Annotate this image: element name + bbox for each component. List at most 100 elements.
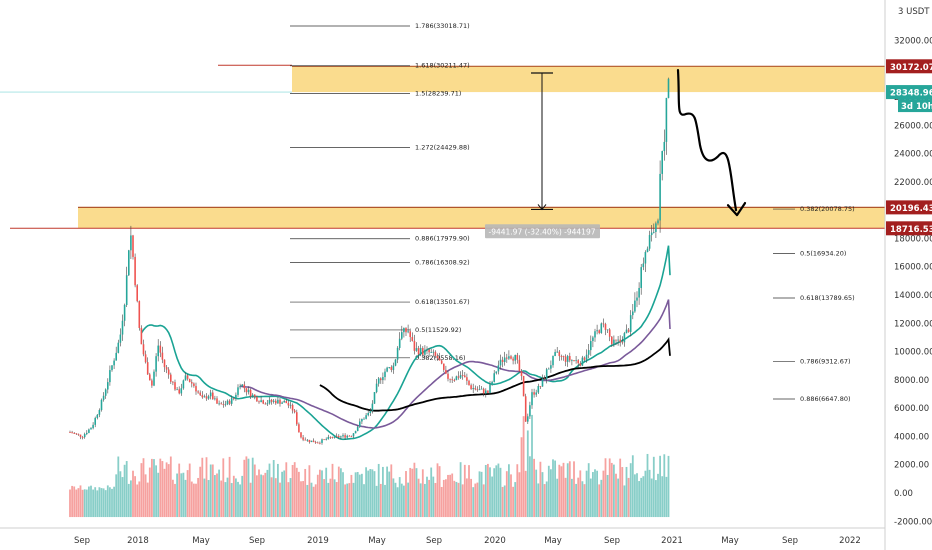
- volume-bar: [312, 486, 315, 518]
- volume-bar: [638, 481, 640, 518]
- candle-body: [178, 389, 180, 394]
- candle-body: [136, 285, 138, 302]
- candle-body: [373, 392, 376, 404]
- volume-bar: [285, 462, 288, 518]
- volume-bar: [237, 481, 239, 518]
- candle-body: [247, 389, 250, 393]
- candle-body: [529, 405, 531, 417]
- volume-bar: [508, 464, 510, 518]
- candle-body: [382, 377, 384, 381]
- volume-bar: [174, 483, 176, 518]
- volume-bar: [604, 458, 607, 518]
- candle-body: [214, 398, 216, 400]
- x-tick-label: Sep: [604, 536, 620, 546]
- candle-body: [512, 358, 514, 361]
- volume-bar: [440, 486, 443, 518]
- candle-body: [619, 339, 621, 342]
- volume-bar: [293, 462, 296, 518]
- candle-body: [346, 435, 348, 438]
- candle-body: [625, 329, 628, 334]
- volume-bar: [256, 475, 258, 518]
- candle-body: [176, 389, 178, 391]
- candle-body: [493, 373, 495, 382]
- candle-body: [281, 402, 283, 404]
- price-tag-bg: [886, 200, 932, 215]
- candle-body: [405, 327, 407, 333]
- candle-body: [606, 329, 609, 331]
- candle-body: [459, 375, 462, 378]
- volume-bar: [348, 483, 351, 518]
- volume-bar: [541, 472, 544, 518]
- candle-body: [629, 315, 632, 332]
- volume-bar: [335, 482, 338, 518]
- volume-bar: [356, 472, 359, 518]
- candle-body: [398, 338, 401, 348]
- candle-body: [447, 373, 449, 379]
- candle-body: [102, 395, 105, 400]
- volume-bar: [533, 458, 535, 518]
- fib-label: 1.618(30211.47): [415, 62, 470, 70]
- candle-body: [419, 348, 422, 355]
- candle-body: [96, 414, 99, 418]
- x-tick-label: May: [368, 536, 386, 546]
- volume-bar: [415, 468, 418, 518]
- volume-bar: [571, 478, 573, 518]
- candle-body: [438, 358, 441, 361]
- candle-body: [587, 350, 590, 355]
- volume-bar: [608, 458, 611, 518]
- volume-bar: [172, 479, 174, 518]
- time-axis: Sep 2018 May Sep 2019 May Sep 2020 May Sep 2021 May…: [0, 527, 885, 546]
- candle-body: [480, 388, 483, 390]
- candle-body: [109, 370, 111, 383]
- candle-body: [356, 426, 359, 432]
- volume-bar: [138, 481, 141, 518]
- candle-body: [430, 352, 432, 353]
- candle-body: [344, 435, 346, 438]
- x-tick-label: Sep: [782, 536, 798, 546]
- candle-body: [653, 231, 655, 233]
- candle-body: [531, 392, 533, 406]
- candle-body: [453, 379, 456, 381]
- candle-body: [621, 341, 624, 343]
- volume-bar: [148, 467, 151, 518]
- price-tag-bg: [886, 59, 932, 74]
- candle-body: [121, 320, 124, 335]
- candle-body: [596, 330, 598, 332]
- candle-body: [613, 339, 615, 345]
- volume-bar: [289, 478, 292, 518]
- volume-bar: [619, 458, 622, 518]
- candle-body: [342, 435, 344, 437]
- candle-body: [401, 332, 403, 339]
- volume-bar: [79, 485, 82, 518]
- candle-body: [130, 235, 132, 251]
- volume-bar: [606, 474, 609, 518]
- candle-body: [149, 374, 151, 381]
- volume-bar: [144, 474, 147, 518]
- volume-bar: [650, 478, 653, 518]
- candle-body: [375, 383, 378, 393]
- volume-bar: [218, 469, 220, 518]
- volume-bar: [182, 472, 185, 518]
- volume-bar: [300, 481, 302, 518]
- volume-bar: [466, 478, 468, 518]
- candle-body: [642, 263, 645, 268]
- projection-arrow: [676, 69, 738, 212]
- candle-body: [191, 382, 193, 384]
- volume-bar: [478, 471, 481, 518]
- volume-bar: [155, 465, 157, 518]
- volume-bar: [281, 471, 283, 518]
- volume-bar: [474, 483, 477, 518]
- volume-bar: [634, 474, 636, 518]
- candle-body: [354, 431, 357, 434]
- volume-bar: [442, 479, 445, 518]
- volume-bar: [531, 414, 533, 518]
- volume-bar: [71, 485, 73, 518]
- volume-bar: [350, 474, 353, 518]
- candle-body: [94, 417, 96, 425]
- candle-body: [558, 351, 561, 357]
- candle-body: [172, 381, 174, 383]
- volume-bar: [113, 486, 115, 518]
- candle-body: [291, 404, 294, 411]
- candle-body: [79, 434, 82, 438]
